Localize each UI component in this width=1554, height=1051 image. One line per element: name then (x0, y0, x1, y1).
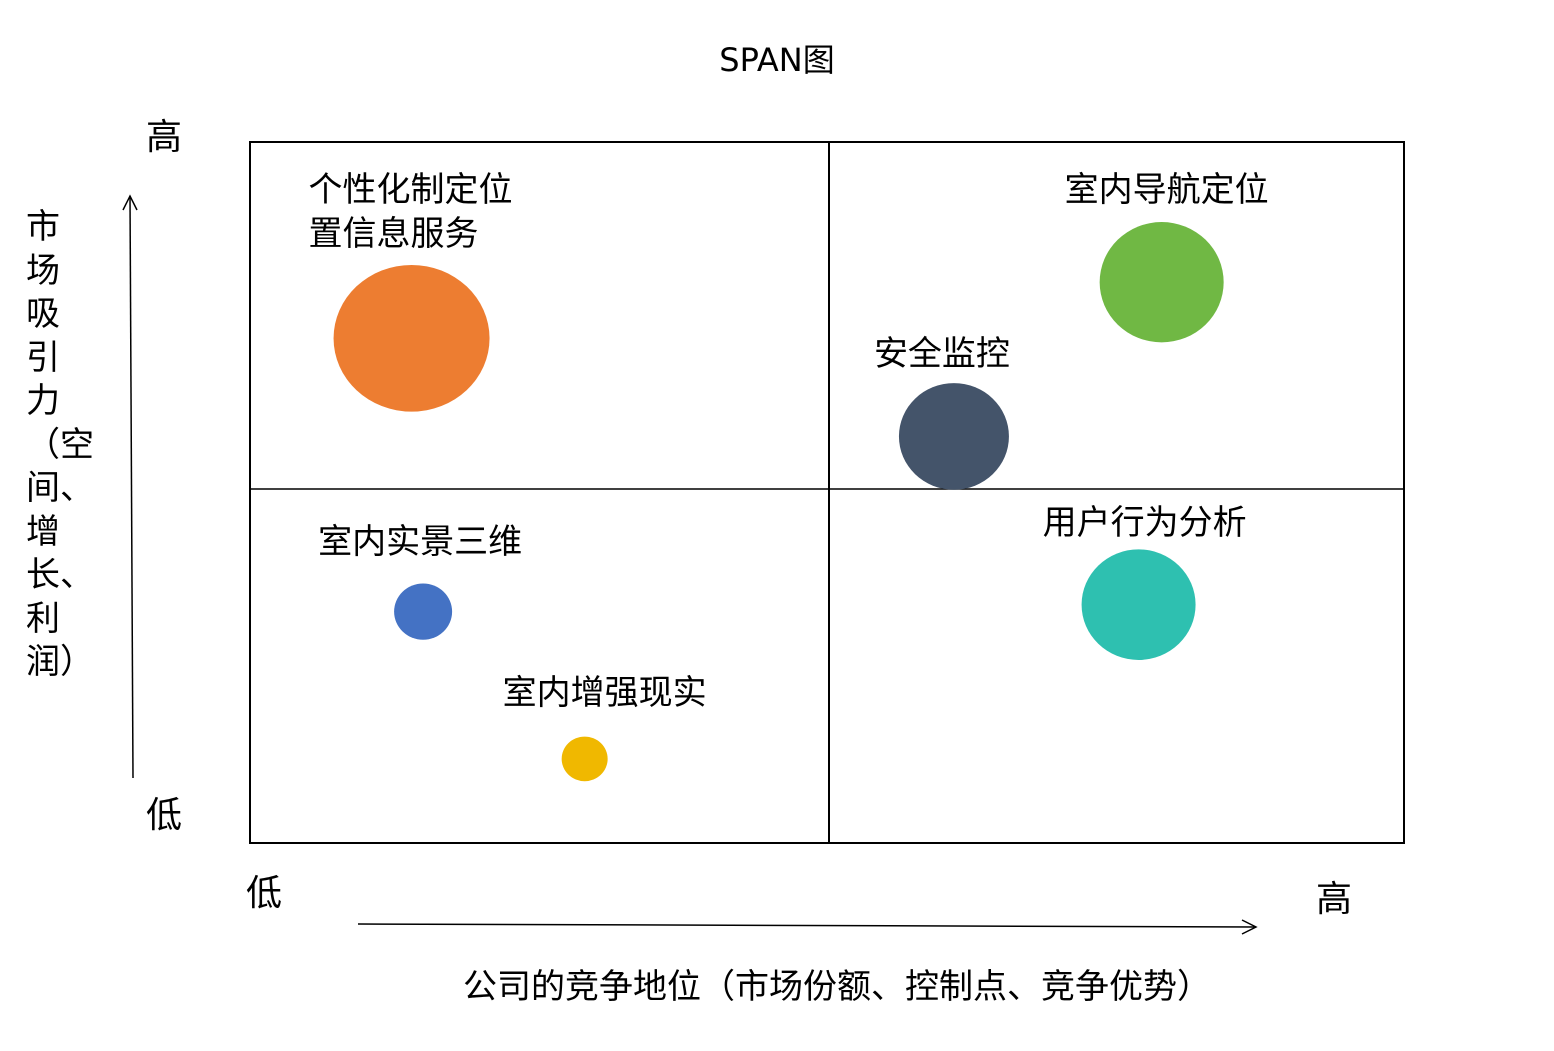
quadrant-frame (249, 141, 1405, 844)
bubble-2 (898, 383, 1009, 490)
x-axis-arrow-line (357, 923, 1257, 928)
y-axis-arrow-line (129, 195, 134, 779)
y-tick-low: 低 (146, 795, 183, 836)
plot-border (249, 141, 1405, 844)
bubble-label-2: 安全监控 (873, 334, 1010, 375)
bubble-4 (394, 583, 453, 640)
bubble-label-1: 室内导航定位 (1064, 170, 1269, 211)
bubble-3 (1081, 549, 1196, 660)
x-tick-low: 低 (246, 873, 283, 914)
axis-arrows (122, 194, 1258, 935)
bubble-layer (333, 222, 1224, 782)
y-axis-label: 市场吸引力（空间、增长、利润） (26, 207, 94, 682)
bubble-label-0: 个性化制定位 置信息服务 (308, 170, 513, 255)
bubble-0 (333, 264, 490, 412)
bubble-5 (561, 736, 608, 782)
x-axis-label: 公司的竞争地位（市场份额、控制点、竞争优势） (463, 967, 1211, 1007)
y-axis-arrowhead (122, 194, 138, 211)
bubble-1 (1099, 222, 1224, 343)
bubble-label-5: 室内增强现实 (502, 672, 707, 713)
bubble-label-4: 室内实景三维 (318, 521, 523, 562)
chart-title: SPAN图 (719, 41, 835, 79)
bubble-label-3: 用户行为分析 (1042, 502, 1247, 543)
y-tick-high: 高 (146, 117, 183, 158)
x-tick-high: 高 (1316, 879, 1353, 920)
x-axis-arrowhead (1241, 919, 1258, 935)
